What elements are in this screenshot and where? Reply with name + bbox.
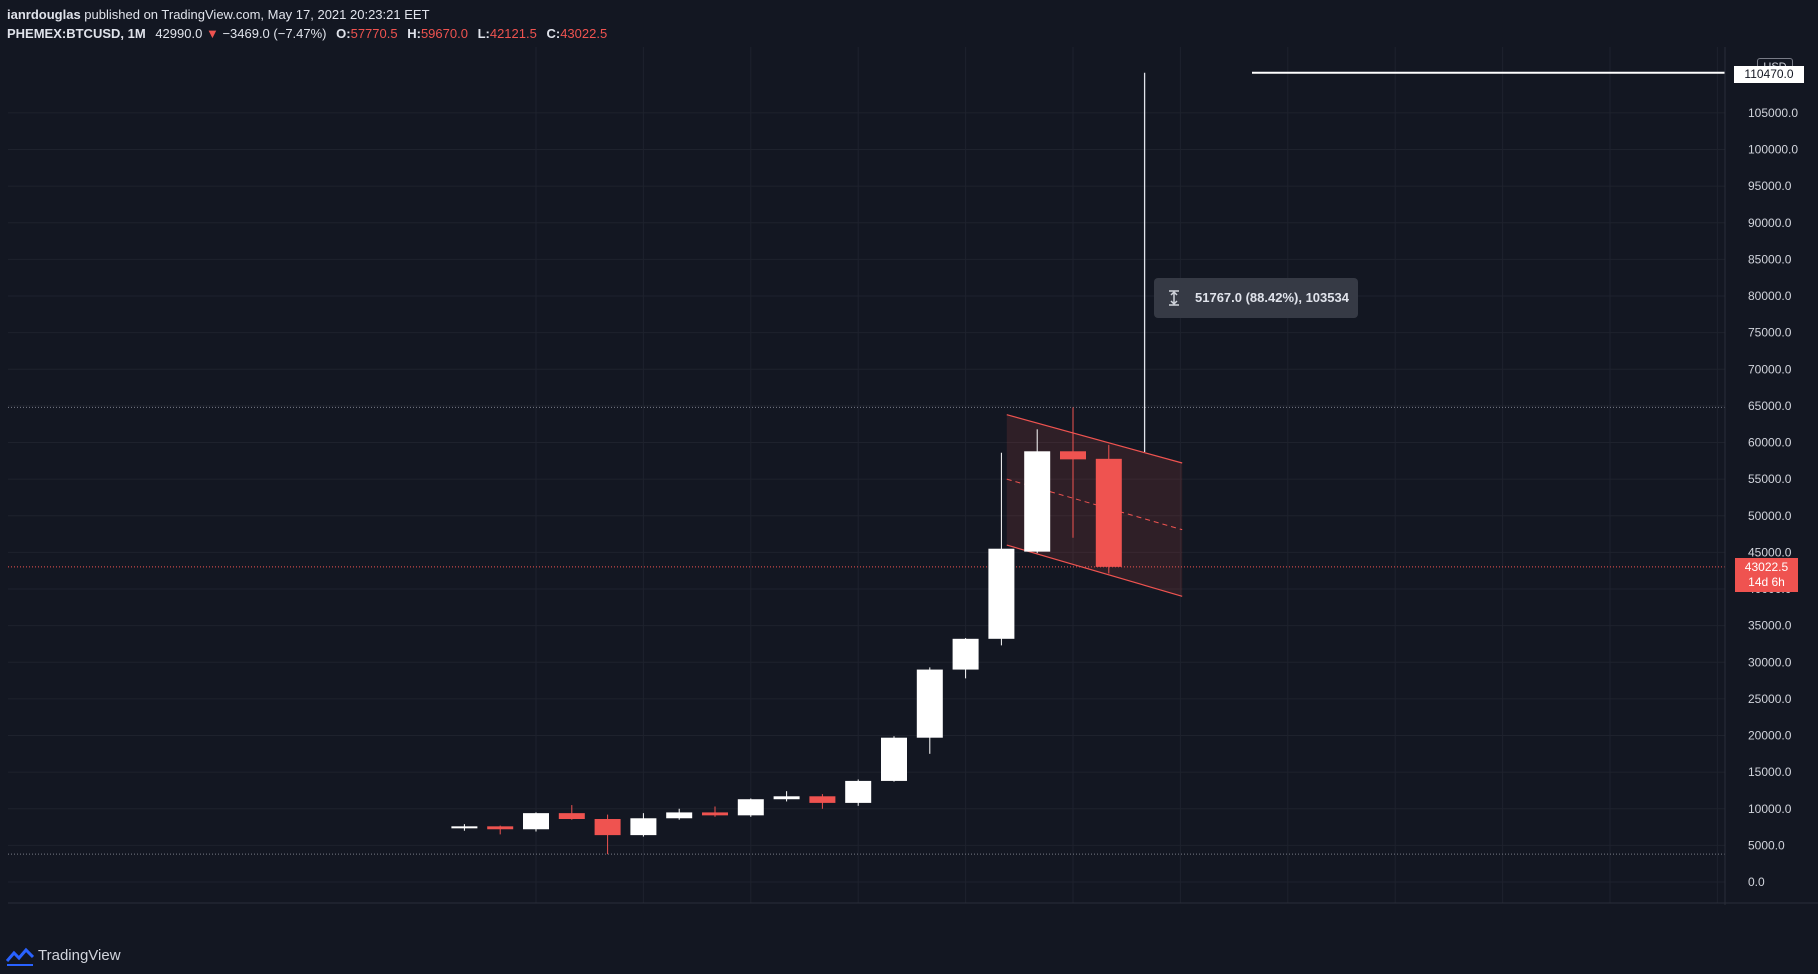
open-label: O:	[336, 26, 351, 41]
channel-lower-line	[1006, 544, 1183, 597]
current-price-value: 43022.5	[1744, 560, 1789, 574]
close-label: C:	[546, 26, 561, 41]
low-label: L:	[477, 26, 490, 41]
y-tick-label: 65000.0	[1748, 399, 1792, 413]
candle-body	[630, 818, 657, 836]
y-tick-label: 5000.0	[1748, 838, 1785, 852]
footer: TradingView	[0, 940, 400, 974]
low-value: 42121.5	[489, 26, 537, 41]
candle-body	[702, 812, 728, 816]
open-value: 57770.5	[350, 26, 398, 41]
y-tick-label: 95000.0	[1748, 179, 1792, 193]
ohlc-legend: PHEMEX:BTCUSD, 1M 42990.0 ▼ −3469.0 (−7.…	[7, 26, 607, 41]
current-price-label: 43022.5 14d 6h	[1735, 558, 1798, 592]
y-tick-label: 90000.0	[1748, 216, 1792, 230]
candle-body	[523, 813, 549, 830]
candle-body	[988, 548, 1015, 639]
y-tick-label: 105000.0	[1748, 106, 1798, 120]
candle-body	[737, 799, 764, 816]
y-tick-label: 100000.0	[1748, 143, 1798, 157]
publish-text: published on TradingView.com, May 17, 20…	[80, 7, 430, 22]
y-tick-label: 35000.0	[1748, 619, 1792, 633]
y-tick-label: 75000.0	[1748, 326, 1792, 340]
close-value: 43022.5	[560, 26, 608, 41]
candle-body	[558, 813, 585, 820]
y-tick-label: 15000.0	[1748, 765, 1792, 779]
change-value: −3469.0 (−7.47%)	[222, 26, 327, 41]
candle-body	[1095, 458, 1122, 567]
y-tick-label: 85000.0	[1748, 252, 1792, 266]
candle-body	[881, 737, 907, 781]
candle-body	[487, 826, 514, 830]
y-tick-label: 20000.0	[1748, 729, 1792, 743]
down-arrow-icon: ▼	[205, 26, 219, 41]
countdown-value: 14d 6h	[1748, 575, 1785, 589]
last-price: 42990.0	[155, 26, 203, 41]
y-tick-label: 30000.0	[1748, 655, 1792, 669]
y-tick-label: 80000.0	[1748, 289, 1792, 303]
channel-fill	[1006, 414, 1183, 597]
y-tick-label: 0.0	[1748, 875, 1765, 889]
horizontal-lines	[8, 406, 1725, 855]
y-tick-label: 55000.0	[1748, 472, 1792, 486]
symbol-label[interactable]: PHEMEX:BTCUSD, 1M	[7, 26, 146, 41]
candle-body	[773, 796, 800, 800]
y-tick-label: 25000.0	[1748, 692, 1792, 706]
publish-info: ianrdouglas published on TradingView.com…	[7, 7, 430, 22]
high-label: H:	[407, 26, 421, 41]
channel-upper-line	[1006, 414, 1183, 464]
candle-body	[952, 638, 979, 670]
candle-body	[666, 812, 693, 819]
measure-icon	[1169, 290, 1179, 306]
y-tick-label: 45000.0	[1748, 545, 1792, 559]
measure-tooltip[interactable]: 51767.0 (88.42%), 103534	[1154, 278, 1358, 318]
measure-text: 51767.0 (88.42%), 103534	[1195, 290, 1349, 305]
y-tick-label: 50000.0	[1748, 509, 1792, 523]
y-tick-label: 60000.0	[1748, 436, 1792, 450]
candle-body	[1060, 451, 1086, 460]
author-name[interactable]: ianrdouglas	[7, 7, 81, 22]
y-tick-label: 70000.0	[1748, 362, 1792, 376]
chart-header: ianrdouglas published on TradingView.com…	[0, 0, 1818, 46]
peak-price-label: 110470.0	[1734, 66, 1804, 83]
candle-body	[594, 819, 621, 836]
chart-area[interactable]: 0.0 5000.0 10000.0 15000.0 20000.0 25000.0 300…	[8, 47, 1818, 905]
candle-body	[809, 796, 836, 803]
candle-body	[451, 826, 478, 829]
drawings[interactable]	[1143, 71, 1725, 453]
tradingview-logo-icon[interactable]	[6, 946, 34, 968]
candlestick-chart[interactable]: 0.0 5000.0 10000.0 15000.0 20000.0 25000.0 300…	[8, 47, 1818, 905]
candle-body	[916, 669, 943, 738]
y-tick-label: 10000.0	[1748, 802, 1792, 816]
axes: 0.0 5000.0 10000.0 15000.0 20000.0 25000.0 300…	[8, 47, 1818, 905]
candles	[451, 407, 1122, 855]
grid	[8, 47, 1725, 903]
candle-body	[1024, 451, 1051, 552]
high-value: 59670.0	[420, 26, 468, 41]
brand-label[interactable]: TradingView	[38, 947, 121, 964]
candle-body	[845, 780, 872, 803]
